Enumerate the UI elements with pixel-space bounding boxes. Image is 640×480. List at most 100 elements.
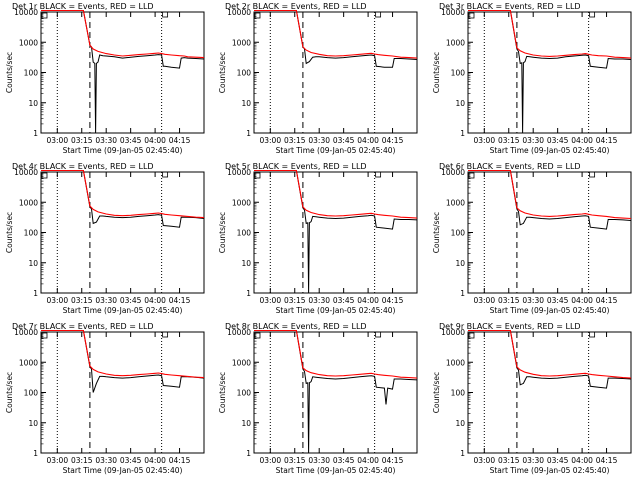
y-tick-label: 1 [33, 129, 38, 138]
x-tick-label: 04:00 [571, 296, 593, 305]
x-tick-label: 03:15 [498, 456, 520, 465]
y-axis-label: Counts/sec [432, 372, 441, 413]
panel-title: Det 2r BLACK = Events, RED = LLD [225, 2, 367, 11]
x-tick-label: 04:15 [169, 136, 191, 145]
x-tick-label: 03:30 [308, 456, 330, 465]
x-axis-label: Start Time (09-Jan-05 02:45:40) [490, 306, 610, 315]
top-left-marker-box [41, 332, 48, 339]
x-tick-label: 03:45 [547, 456, 569, 465]
x-tick-label: 04:00 [357, 136, 379, 145]
y-tick-label: 1000 [446, 38, 465, 47]
x-tick-label: 03:15 [498, 136, 520, 145]
y-tick-label: 1 [460, 289, 465, 298]
top-right-marker-box [589, 171, 596, 178]
panel-title: Det 4r BLACK = Events, RED = LLD [12, 162, 154, 171]
x-tick-label: 04:00 [144, 456, 166, 465]
events-series-line [41, 10, 204, 133]
y-tick-label: 10 [455, 259, 465, 268]
y-tick-label: 100 [451, 229, 466, 238]
y-tick-label: 1 [460, 129, 465, 138]
panel-title: Det 7r BLACK = Events, RED = LLD [12, 322, 154, 331]
panel-title: Det 9r BLACK = Events, RED = LLD [439, 322, 581, 331]
detector-panel-5: Det 5r BLACK = Events, RED = LLD 1 10 100 10… [218, 162, 418, 315]
x-tick-label: 04:15 [169, 456, 191, 465]
y-tick-label: 10 [28, 419, 38, 428]
x-tick-label: 04:00 [357, 296, 379, 305]
top-left-marker-box [254, 332, 261, 339]
x-tick-label: 03:45 [120, 296, 142, 305]
y-tick-label: 10 [241, 419, 251, 428]
top-right-marker-box [375, 11, 382, 18]
x-tick-label: 04:00 [144, 136, 166, 145]
x-tick-label: 03:45 [547, 296, 569, 305]
x-tick-label: 03:30 [522, 456, 544, 465]
x-tick-label: 03:00 [259, 296, 281, 305]
x-tick-label: 03:15 [284, 456, 306, 465]
y-axis-label: Counts/sec [5, 372, 14, 413]
y-tick-label: 100 [451, 69, 466, 78]
x-tick-label: 03:00 [46, 296, 68, 305]
plot-frame [253, 171, 418, 294]
y-axis-label: Counts/sec [218, 372, 227, 413]
y-tick-label: 10000 [14, 328, 38, 337]
detector-panel-3: Det 3r BLACK = Events, RED = LLD 1 10 100 10… [432, 2, 632, 155]
x-tick-label: 04:00 [357, 456, 379, 465]
y-tick-label: 10000 [441, 8, 465, 17]
x-tick-label: 04:15 [596, 296, 618, 305]
top-right-marker-box [162, 171, 169, 178]
x-tick-label: 04:00 [571, 136, 593, 145]
y-tick-label: 10 [455, 419, 465, 428]
detector-panel-4: Det 4r BLACK = Events, RED = LLD 1 10 100 10… [5, 162, 205, 315]
x-axis-label: Start Time (09-Jan-05 02:45:40) [276, 306, 396, 315]
y-tick-label: 1 [246, 289, 251, 298]
y-axis-label: Counts/sec [218, 52, 227, 93]
x-tick-label: 04:00 [571, 456, 593, 465]
lld-series-line [41, 330, 204, 379]
detector-panel-2: Det 2r BLACK = Events, RED = LLD 1 10 100 10… [218, 2, 418, 155]
x-tick-label: 03:00 [473, 296, 495, 305]
y-tick-label: 1 [460, 449, 465, 458]
y-tick-label: 100 [24, 69, 39, 78]
x-tick-label: 03:00 [46, 456, 68, 465]
events-series-line [254, 170, 417, 293]
y-axis-label: Counts/sec [432, 52, 441, 93]
y-tick-label: 100 [451, 389, 466, 398]
lld-series-line [254, 330, 417, 379]
lld-series-line [254, 170, 417, 219]
plot-frame [40, 11, 205, 134]
x-tick-label: 03:30 [308, 136, 330, 145]
plot-frame [253, 11, 418, 134]
x-tick-label: 04:00 [144, 296, 166, 305]
x-tick-label: 04:15 [596, 456, 618, 465]
x-tick-label: 04:15 [382, 136, 404, 145]
top-left-marker-box [254, 12, 261, 19]
x-tick-label: 03:15 [71, 456, 93, 465]
detector-panel-9: Det 9r BLACK = Events, RED = LLD 1 10 100 10… [432, 322, 632, 475]
x-tick-label: 03:15 [498, 296, 520, 305]
x-tick-label: 03:30 [308, 296, 330, 305]
x-tick-label: 03:45 [120, 136, 142, 145]
x-tick-label: 03:00 [259, 136, 281, 145]
x-tick-label: 03:15 [284, 136, 306, 145]
events-series-line [468, 10, 631, 133]
top-right-marker-box [162, 331, 169, 338]
y-tick-label: 1000 [232, 358, 251, 367]
y-axis-label: Counts/sec [5, 52, 14, 93]
plot-frame [467, 11, 632, 134]
x-axis-label: Start Time (09-Jan-05 02:45:40) [490, 146, 610, 155]
panel-title: Det 3r BLACK = Events, RED = LLD [439, 2, 581, 11]
x-axis-label: Start Time (09-Jan-05 02:45:40) [63, 306, 183, 315]
events-series-line [468, 170, 631, 230]
y-axis-label: Counts/sec [5, 212, 14, 253]
y-tick-label: 100 [237, 69, 252, 78]
top-left-marker-box [41, 12, 48, 19]
plot-frame [253, 331, 418, 454]
lld-series-line [41, 170, 204, 219]
y-tick-label: 1000 [19, 38, 38, 47]
x-tick-label: 03:15 [71, 296, 93, 305]
x-axis-label: Start Time (09-Jan-05 02:45:40) [276, 146, 396, 155]
y-tick-label: 1000 [446, 198, 465, 207]
top-right-marker-box [162, 11, 169, 18]
y-tick-label: 1 [246, 449, 251, 458]
